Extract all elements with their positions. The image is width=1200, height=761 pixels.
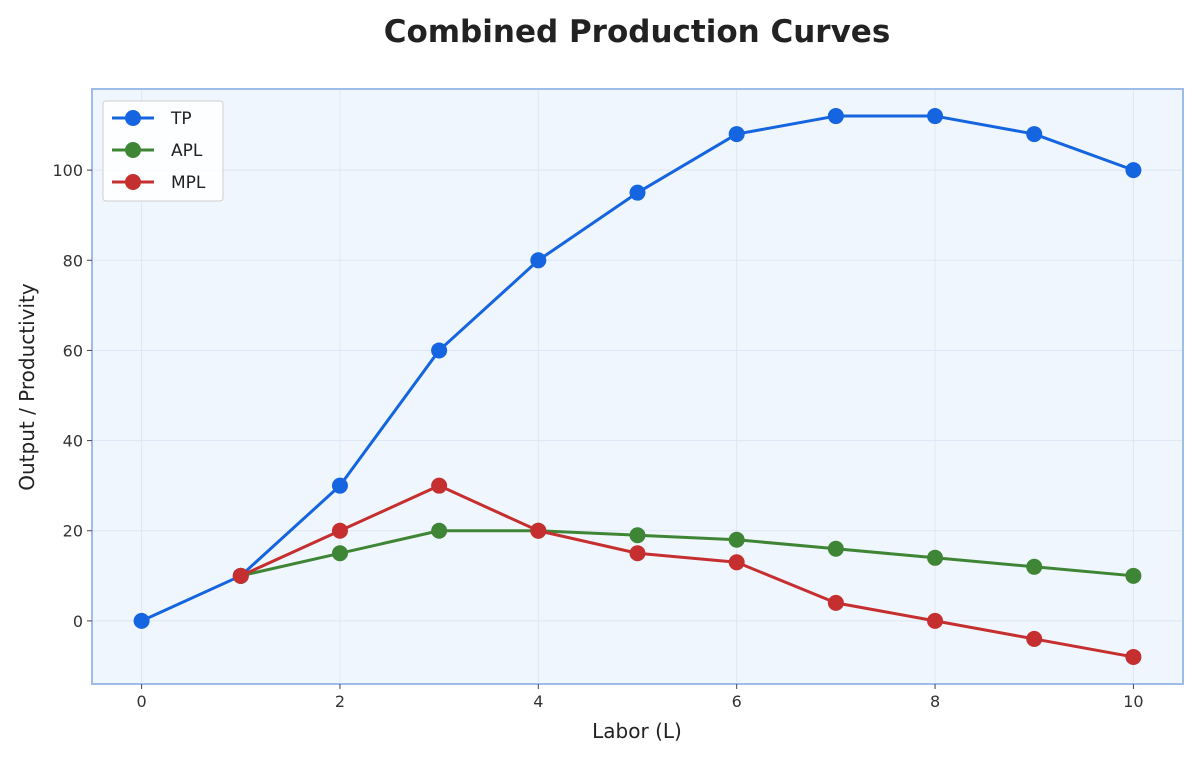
data-point-mpl — [232, 567, 249, 584]
data-point-tp — [629, 184, 646, 201]
x-tick-label: 2 — [335, 692, 345, 711]
legend-item-mpl: MPL — [112, 173, 206, 193]
x-tick-label: 8 — [930, 692, 940, 711]
legend-label: APL — [171, 141, 203, 161]
legend-swatch-marker — [125, 174, 141, 190]
data-point-apl — [827, 540, 844, 557]
legend-item-apl: APL — [112, 141, 203, 161]
x-tick-label: 6 — [732, 692, 742, 711]
y-tick-label: 100 — [52, 161, 83, 180]
y-tick-label: 40 — [63, 432, 83, 451]
legend-swatch-marker — [125, 110, 141, 126]
data-point-apl — [331, 545, 348, 562]
x-axis-ticks: 0 2 4 6 8 10 — [136, 684, 1144, 711]
series-line-apl — [240, 529, 1134, 578]
data-point-tp — [927, 108, 944, 125]
plot-frame — [91, 88, 1184, 685]
legend-label: MPL — [171, 173, 206, 193]
x-axis-label: Labor (L) — [592, 719, 682, 743]
data-point-tp — [331, 477, 348, 494]
series-tp — [133, 108, 1142, 629]
legend: TP APL MPL — [102, 100, 224, 202]
series-line-mpl — [240, 484, 1134, 659]
x-tick-label: 4 — [533, 692, 543, 711]
y-tick-label: 60 — [63, 341, 83, 360]
y-tick-label: 80 — [63, 251, 83, 270]
data-point-apl — [927, 549, 944, 566]
data-point-apl — [431, 522, 448, 539]
data-point-tp — [728, 126, 745, 143]
data-point-apl — [728, 531, 745, 548]
legend-item-tp: TP — [112, 109, 192, 129]
y-axis-label: Output / Productivity — [15, 283, 39, 491]
data-point-mpl — [331, 522, 348, 539]
data-point-tp — [1125, 162, 1142, 179]
x-tick-label: 10 — [1123, 692, 1143, 711]
data-point-apl — [1026, 558, 1043, 575]
y-tick-label: 20 — [63, 522, 83, 541]
legend-swatch-marker — [125, 142, 141, 158]
data-point-mpl — [530, 522, 547, 539]
data-point-apl — [1125, 567, 1142, 584]
series-layer — [133, 108, 1142, 665]
data-point-mpl — [431, 477, 448, 494]
data-point-mpl — [927, 612, 944, 629]
y-axis-ticks: 0 20 40 60 80 100 — [52, 161, 92, 631]
data-point-mpl — [827, 594, 844, 611]
data-point-tp — [431, 342, 448, 359]
data-point-apl — [629, 527, 646, 544]
legend-label: TP — [170, 109, 192, 129]
data-point-mpl — [629, 545, 646, 562]
data-point-mpl — [1125, 648, 1142, 665]
series-mpl — [232, 477, 1142, 665]
chart-title: Combined Production Curves — [384, 14, 891, 50]
data-point-tp — [133, 612, 150, 629]
data-point-mpl — [1026, 630, 1043, 647]
y-tick-label: 0 — [73, 612, 83, 631]
data-point-tp — [1026, 126, 1043, 143]
x-tick-label: 0 — [136, 692, 146, 711]
grid-lines — [92, 89, 1183, 684]
plot-area — [92, 89, 1183, 684]
data-point-tp — [827, 108, 844, 125]
data-point-tp — [530, 252, 547, 269]
data-point-mpl — [728, 554, 745, 571]
